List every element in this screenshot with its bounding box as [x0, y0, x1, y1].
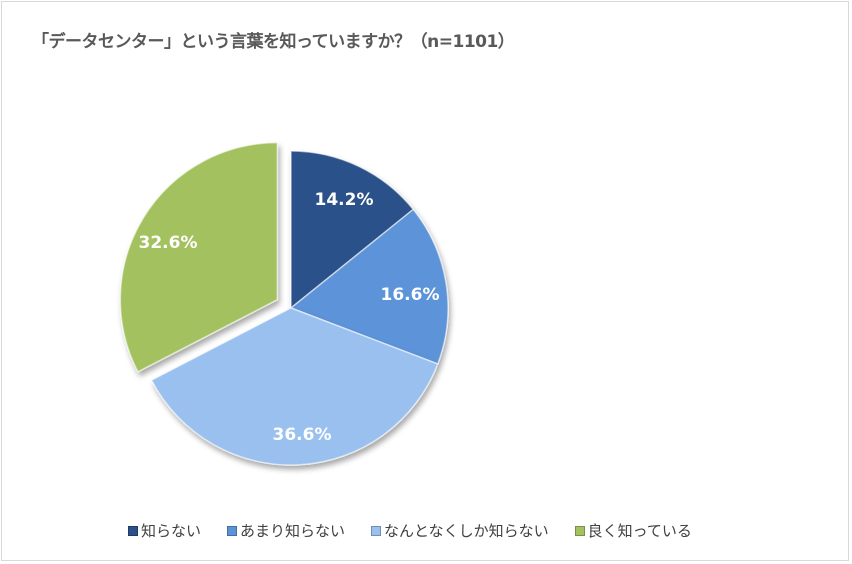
slice-data-label: 14.2%	[315, 190, 374, 210]
legend-swatch-icon	[574, 525, 585, 536]
slice-data-label: 32.6%	[139, 233, 198, 253]
legend-swatch-icon	[128, 525, 138, 536]
chart-title: 「データセンター」という言葉を知っていますか？（n=1101）	[32, 32, 515, 52]
legend-item-shiranai: 知らない	[128, 520, 201, 541]
legend-swatch-icon	[371, 525, 382, 536]
legend-label: あまり知らない	[240, 522, 346, 540]
chart-legend: 知らない あまり知らない なんとなくしか知らない 良く知っている	[128, 520, 692, 541]
pie-slice	[290, 150, 415, 310]
pie-slice	[119, 141, 279, 373]
slice-data-label: 16.6%	[381, 285, 440, 305]
legend-label: なんとなくしか知らない	[384, 522, 549, 540]
legend-item-yoku-shitteiru: 良く知っている	[574, 520, 692, 541]
pie-slice	[289, 208, 449, 365]
slice-data-label: 36.6%	[273, 425, 332, 445]
legend-swatch-icon	[227, 525, 238, 536]
pie-slice	[150, 307, 439, 466]
legend-label: 知らない	[141, 522, 202, 540]
legend-item-nantonaku: なんとなくしか知らない	[371, 520, 549, 541]
legend-item-amari-shiranai: あまり知らない	[227, 520, 345, 541]
legend-label: 良く知っている	[587, 522, 692, 540]
